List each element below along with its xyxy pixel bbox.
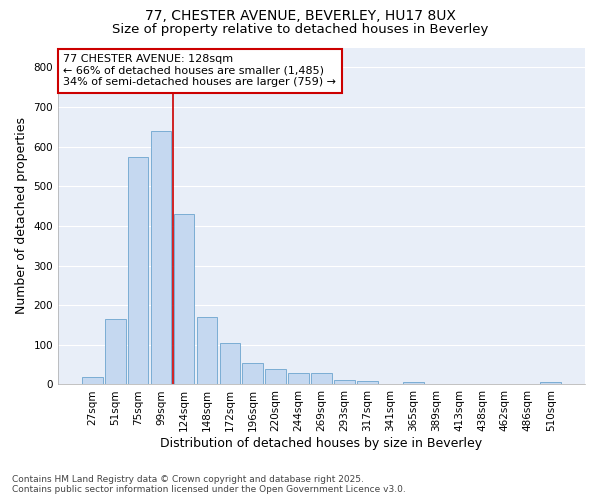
Bar [403, 382, 424, 384]
Bar [334, 380, 355, 384]
Bar [242, 362, 263, 384]
Bar [82, 376, 103, 384]
Text: 77, CHESTER AVENUE, BEVERLEY, HU17 8UX: 77, CHESTER AVENUE, BEVERLEY, HU17 8UX [145, 9, 455, 23]
Bar [265, 368, 286, 384]
Bar [311, 372, 332, 384]
Y-axis label: Number of detached properties: Number of detached properties [15, 118, 28, 314]
Text: 77 CHESTER AVENUE: 128sqm
← 66% of detached houses are smaller (1,485)
34% of se: 77 CHESTER AVENUE: 128sqm ← 66% of detac… [64, 54, 337, 88]
Bar [541, 382, 561, 384]
Bar [128, 156, 148, 384]
Bar [357, 382, 377, 384]
Bar [151, 130, 172, 384]
Bar [197, 317, 217, 384]
Text: Contains HM Land Registry data © Crown copyright and database right 2025.
Contai: Contains HM Land Registry data © Crown c… [12, 474, 406, 494]
Bar [220, 343, 240, 384]
Bar [105, 319, 125, 384]
Bar [288, 372, 309, 384]
Bar [173, 214, 194, 384]
Text: Size of property relative to detached houses in Beverley: Size of property relative to detached ho… [112, 22, 488, 36]
X-axis label: Distribution of detached houses by size in Beverley: Distribution of detached houses by size … [160, 437, 482, 450]
